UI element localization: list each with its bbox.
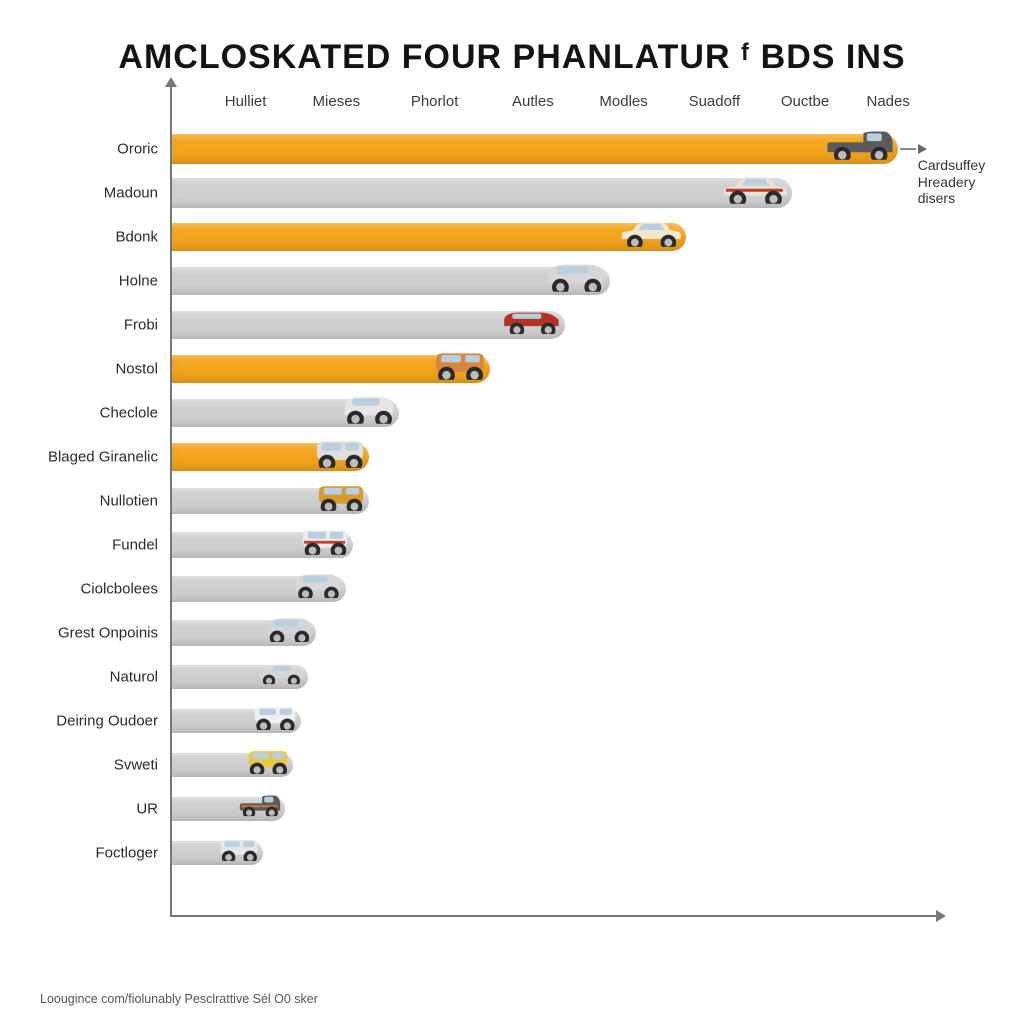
category-label: Nostol [115, 361, 172, 378]
vehicle-icon [503, 308, 561, 339]
chart-row: Ciolcbolees [172, 567, 928, 611]
category-label: UR [136, 801, 172, 818]
chart-area: Hulliet Mieses Phorlot Autles Modles Suadoff O… [170, 87, 928, 917]
chart-row: Bdonk [172, 215, 928, 259]
x-axis-arrow-icon [936, 910, 946, 922]
category-label: Madoun [104, 185, 172, 202]
y-axis-arrow-icon [165, 77, 177, 87]
category-label: Deiring Oudoer [56, 713, 172, 730]
chart-row: Svweti [172, 743, 928, 787]
category-label: Nullotien [100, 493, 172, 510]
vehicle-icon [546, 262, 606, 297]
category-label: Frobi [124, 317, 172, 334]
chart-row: Blaged Giranelic [172, 435, 928, 479]
category-label: Ororic [117, 141, 172, 158]
category-label: Foctloger [95, 845, 172, 862]
category-label: Checlole [100, 405, 172, 422]
bar [172, 841, 263, 865]
column-label: Hulliet [225, 93, 267, 110]
page: AMCLOSKATED FOUR PHANLATUR ᶠ BDS INS Hul… [0, 0, 1024, 1024]
bar [172, 665, 308, 689]
category-label: Ciolcbolees [80, 581, 172, 598]
chart-title: AMCLOSKATED FOUR PHANLATUR ᶠ BDS INS [40, 38, 984, 77]
vehicle-icon [301, 527, 349, 560]
vehicle-icon [266, 616, 312, 647]
column-label: Modles [599, 93, 647, 110]
bar [172, 355, 490, 383]
chart-row: Nullotien [172, 479, 928, 523]
vehicle-icon [258, 662, 304, 689]
chart-row: Grest Onpoinis [172, 611, 928, 655]
vehicle-icon [826, 130, 894, 165]
column-label: Ouctbe [781, 93, 829, 110]
bar [172, 576, 346, 602]
chart-row: Frobi [172, 303, 928, 347]
vehicle-icon [315, 438, 365, 473]
column-label: Autles [512, 93, 554, 110]
vehicle-icon [253, 704, 297, 735]
callout-connector [900, 148, 916, 150]
chart-row: Nostol [172, 347, 928, 391]
bar [172, 399, 399, 427]
vehicle-icon [247, 748, 289, 779]
chart-row: UR [172, 787, 928, 831]
column-label: Suadoff [689, 93, 740, 110]
column-labels: Hulliet Mieses Phorlot Autles Modles Suadoff O… [170, 93, 928, 117]
category-label: Bdonk [115, 229, 172, 246]
bar [172, 532, 353, 558]
bars-container: OroricMadounBdonkHolneFrobiNostolCheclol… [172, 127, 928, 875]
bar [172, 488, 369, 514]
chart-row: Naturol [172, 655, 928, 699]
vehicle-icon [294, 572, 342, 603]
bar [172, 797, 285, 821]
vehicle-icon [620, 219, 682, 252]
vehicle-icon [317, 483, 365, 516]
bar [172, 443, 369, 471]
column-label: Nades [867, 93, 910, 110]
callout-label: Cardsuffey Hreadery disers [918, 140, 985, 207]
arrow-right-icon [918, 144, 927, 154]
column-label: Mieses [313, 93, 361, 110]
vehicle-icon [343, 394, 395, 429]
chart-row: Foctloger [172, 831, 928, 875]
vehicle-icon [239, 794, 281, 821]
bar [172, 620, 316, 646]
bar [172, 311, 565, 339]
chart-row: Madoun [172, 171, 928, 215]
category-label: Fundel [112, 537, 172, 554]
chart-row: Checlole [172, 391, 928, 435]
vehicle-icon [219, 837, 259, 866]
chart-row: Fundel [172, 523, 928, 567]
vehicle-icon [722, 174, 788, 209]
chart-row: Ororic [172, 127, 928, 171]
chart-row: Holne [172, 259, 928, 303]
bar [172, 223, 686, 251]
x-axis [170, 915, 938, 917]
bar [172, 267, 610, 295]
callout-line1: Cardsuffey [918, 157, 985, 173]
column-label: Phorlot [411, 93, 459, 110]
category-label: Naturol [110, 669, 172, 686]
vehicle-icon [434, 350, 486, 385]
bar [172, 134, 898, 164]
category-label: Blaged Giranelic [48, 449, 172, 466]
footer-text: Loougince com/fiolunably Pesclrattive Sé… [40, 992, 318, 1006]
bar [172, 753, 293, 777]
chart-row: Deiring Oudoer [172, 699, 928, 743]
callout-line2: Hreadery disers [918, 174, 976, 207]
category-label: Holne [119, 273, 172, 290]
category-label: Grest Onpoinis [58, 625, 172, 642]
bar [172, 709, 301, 733]
category-label: Svweti [114, 757, 172, 774]
bar [172, 178, 792, 208]
